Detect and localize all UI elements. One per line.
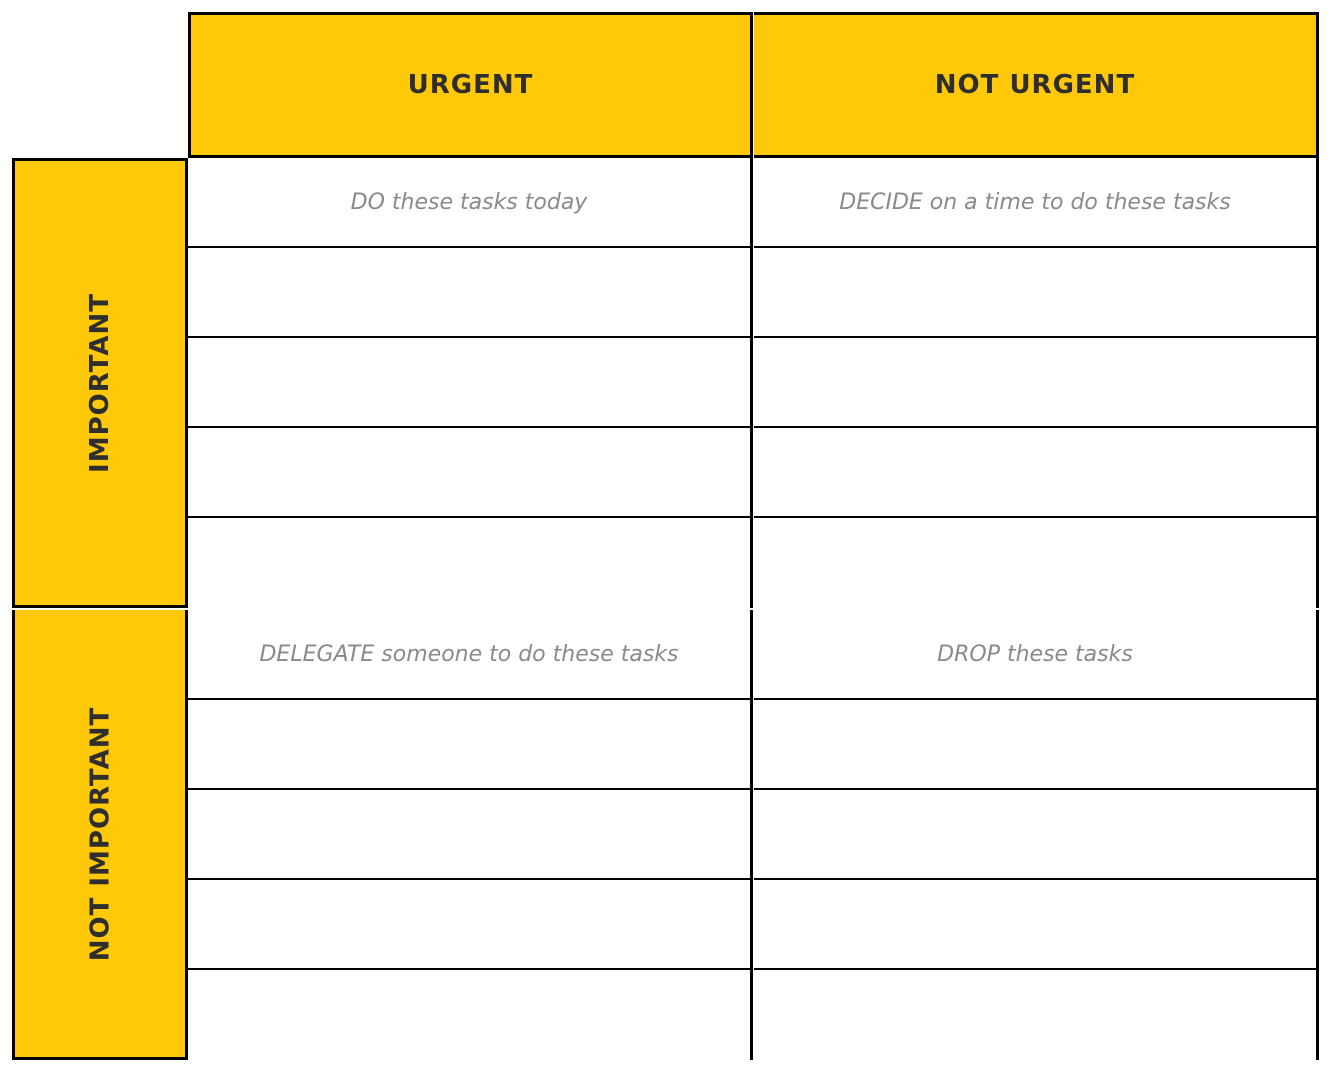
quadrant-decide-caption: DECIDE on a time to do these tasks	[754, 158, 1316, 248]
task-row	[188, 248, 750, 338]
row-header-not-important: NOT IMPORTANT	[12, 610, 188, 1060]
column-header-not-urgent-label: NOT URGENT	[935, 70, 1135, 100]
quadrant-delegate: DELEGATE someone to do these tasks	[188, 610, 753, 1060]
task-row	[754, 518, 1316, 608]
quadrant-drop-caption: DROP these tasks	[754, 610, 1316, 700]
task-row	[188, 518, 750, 608]
quadrant-do-caption: DO these tasks today	[188, 158, 750, 248]
task-row	[188, 338, 750, 428]
quadrant-delegate-caption: DELEGATE someone to do these tasks	[188, 610, 750, 700]
row-header-important: IMPORTANT	[12, 158, 188, 608]
task-row	[754, 338, 1316, 428]
row-header-not-important-label: NOT IMPORTANT	[85, 706, 115, 961]
row-header-important-label: IMPORTANT	[85, 293, 115, 473]
quadrant-decide: DECIDE on a time to do these tasks	[754, 158, 1319, 608]
eisenhower-matrix: URGENT NOT URGENT IMPORTANT NOT IMPORTAN…	[0, 0, 1334, 1074]
task-row	[188, 970, 750, 1060]
task-row	[754, 880, 1316, 970]
task-row	[188, 700, 750, 790]
task-row	[754, 248, 1316, 338]
column-header-urgent: URGENT	[188, 12, 753, 158]
task-row	[754, 428, 1316, 518]
task-row	[754, 790, 1316, 880]
quadrant-do: DO these tasks today	[188, 158, 753, 608]
task-row	[754, 970, 1316, 1060]
column-header-urgent-label: URGENT	[408, 70, 534, 100]
task-row	[188, 428, 750, 518]
task-row	[188, 880, 750, 970]
task-row	[754, 700, 1316, 790]
quadrant-drop: DROP these tasks	[754, 610, 1319, 1060]
task-row	[188, 790, 750, 880]
column-header-not-urgent: NOT URGENT	[754, 12, 1319, 158]
